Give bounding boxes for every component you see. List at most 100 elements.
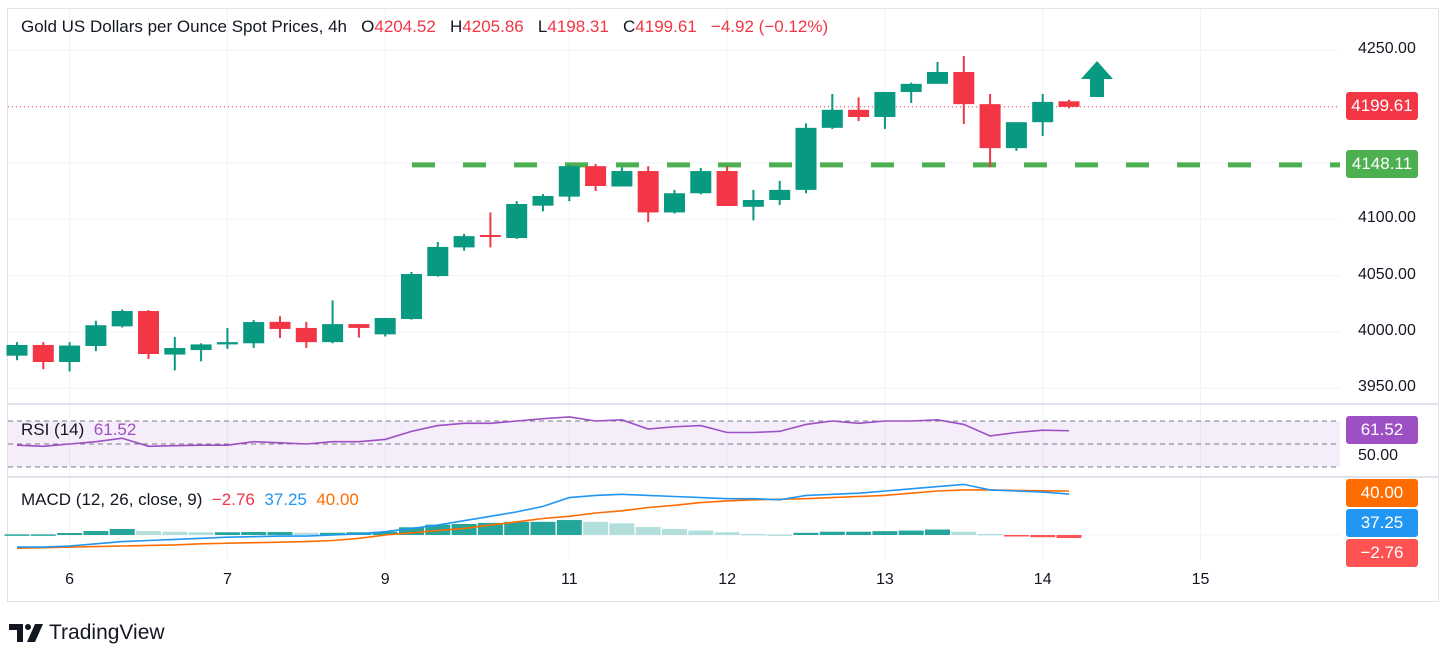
candle-body bbox=[795, 127, 817, 190]
x-tick-label: 7 bbox=[222, 571, 232, 588]
close-label: C bbox=[623, 17, 636, 36]
rsi-legend: RSI (14) 61.52 bbox=[21, 420, 136, 440]
macd-histogram-bar bbox=[109, 528, 135, 535]
macd-histogram-bar bbox=[898, 530, 924, 535]
macd-legend: MACD (12, 26, close, 9) −2.76 37.25 40.0… bbox=[21, 490, 359, 510]
macd-histogram-bar bbox=[635, 526, 661, 535]
candle-body bbox=[874, 91, 896, 118]
candle-body bbox=[506, 203, 528, 239]
macd-histogram-bar bbox=[925, 529, 950, 535]
macd-histogram-bar bbox=[4, 534, 30, 536]
y-tick-label: 4050.00 bbox=[1358, 265, 1416, 283]
tradingview-logo-icon bbox=[9, 624, 43, 642]
macd-histogram-bar bbox=[1056, 535, 1082, 539]
macd-histogram-bar bbox=[372, 531, 398, 535]
chart-header: Gold US Dollars per Ounce Spot Prices, 4… bbox=[21, 17, 828, 37]
candle-body bbox=[85, 325, 107, 346]
macd-histogram-bar bbox=[399, 527, 424, 535]
candle-body bbox=[585, 166, 607, 187]
candle-body bbox=[6, 344, 28, 356]
macd-line bbox=[17, 483, 1070, 548]
tradingview-logo[interactable]: TradingView bbox=[9, 621, 165, 645]
candle-body bbox=[848, 109, 870, 118]
macd-histogram-bar bbox=[136, 531, 161, 535]
candle-body bbox=[611, 171, 633, 187]
candle-body bbox=[295, 327, 317, 343]
rsi-name: RSI (14) bbox=[21, 420, 85, 439]
candle-body bbox=[900, 83, 922, 92]
rsi-badge: 61.52 bbox=[1346, 416, 1418, 444]
candle-body bbox=[821, 109, 843, 128]
macd-histogram-bar bbox=[293, 532, 319, 535]
candle-body bbox=[111, 311, 133, 327]
y-tick-label: 3950.00 bbox=[1358, 378, 1416, 396]
macd-histogram-bar bbox=[609, 523, 635, 535]
x-tick-label: 11 bbox=[560, 571, 578, 588]
macd-histogram-bar bbox=[872, 531, 898, 535]
candle-body bbox=[59, 345, 81, 363]
candle-body bbox=[479, 234, 501, 237]
macd-histogram-bar bbox=[662, 528, 687, 535]
macd-histogram-bar bbox=[977, 533, 1003, 536]
rsi-axis-tick: 50.00 bbox=[1358, 447, 1399, 464]
candle-body bbox=[216, 342, 238, 345]
macd-hist-badge: −2.76 bbox=[1346, 539, 1418, 567]
rsi-line bbox=[16, 416, 1070, 448]
candle-body bbox=[558, 166, 580, 197]
macd-hist-value: −2.76 bbox=[211, 490, 255, 509]
macd-histogram-bar bbox=[846, 531, 872, 535]
macd-histogram-bar bbox=[530, 521, 556, 535]
macd-histogram-bar bbox=[1030, 535, 1056, 538]
x-tick-label: 13 bbox=[875, 571, 894, 588]
symbol-title: Gold US Dollars per Ounce Spot Prices, 4… bbox=[21, 17, 347, 36]
macd-line-value: 37.25 bbox=[264, 490, 307, 509]
macd-histogram-bar bbox=[241, 532, 267, 535]
candle-body bbox=[427, 246, 449, 277]
brand-name: TradingView bbox=[49, 621, 165, 644]
support-level-badge: 4148.11 bbox=[1346, 150, 1418, 178]
candle-body bbox=[664, 193, 685, 213]
y-tick-label: 4100.00 bbox=[1358, 209, 1416, 227]
macd-histogram-bar bbox=[767, 534, 793, 536]
x-tick-label: 9 bbox=[380, 571, 390, 588]
macd-histogram-bar bbox=[267, 532, 293, 535]
y-tick-label: 4250.00 bbox=[1358, 40, 1416, 57]
macd-histogram-bar bbox=[714, 532, 740, 535]
candle-body bbox=[401, 274, 422, 320]
macd-histogram-bar bbox=[688, 530, 714, 535]
macd-name: MACD (12, 26, close, 9) bbox=[21, 490, 203, 509]
macd-histogram-bar bbox=[162, 531, 188, 535]
candle-body bbox=[164, 348, 186, 355]
rsi-value: 61.52 bbox=[93, 420, 137, 439]
macd-histogram-bar bbox=[793, 532, 819, 535]
open-label: O bbox=[361, 17, 375, 36]
x-tick-label: 6 bbox=[65, 571, 75, 588]
candle-body bbox=[1005, 122, 1027, 149]
up-arrow-icon bbox=[1081, 61, 1113, 97]
candle-body bbox=[742, 200, 764, 207]
candle-body bbox=[716, 171, 738, 207]
macd-signal-badge: 40.00 bbox=[1346, 479, 1418, 507]
candle-body bbox=[32, 344, 54, 363]
high-value: 4205.86 bbox=[462, 17, 524, 36]
macd-histogram-bar bbox=[951, 531, 977, 535]
macd-signal-line bbox=[16, 489, 1070, 549]
candle-body bbox=[927, 71, 948, 84]
x-tick-label: 15 bbox=[1191, 571, 1210, 588]
macd-histogram-bar bbox=[214, 532, 240, 535]
macd-histogram-bar bbox=[1003, 535, 1029, 537]
macd-histogram-bar bbox=[583, 521, 609, 535]
change-value: −4.92 (−0.12%) bbox=[710, 17, 829, 36]
candle-body bbox=[532, 195, 554, 206]
open-value: 4204.52 bbox=[374, 17, 436, 36]
candle-body bbox=[769, 189, 791, 201]
candle-body bbox=[322, 324, 344, 343]
last-price-badge: 4199.61 bbox=[1346, 92, 1418, 120]
macd-histogram-bar bbox=[819, 531, 845, 535]
y-tick-label: 4000.00 bbox=[1358, 322, 1416, 339]
macd-histogram-bar bbox=[451, 524, 477, 535]
candle-body bbox=[1058, 101, 1080, 107]
candle-body bbox=[637, 171, 659, 213]
candle-body bbox=[374, 318, 396, 335]
